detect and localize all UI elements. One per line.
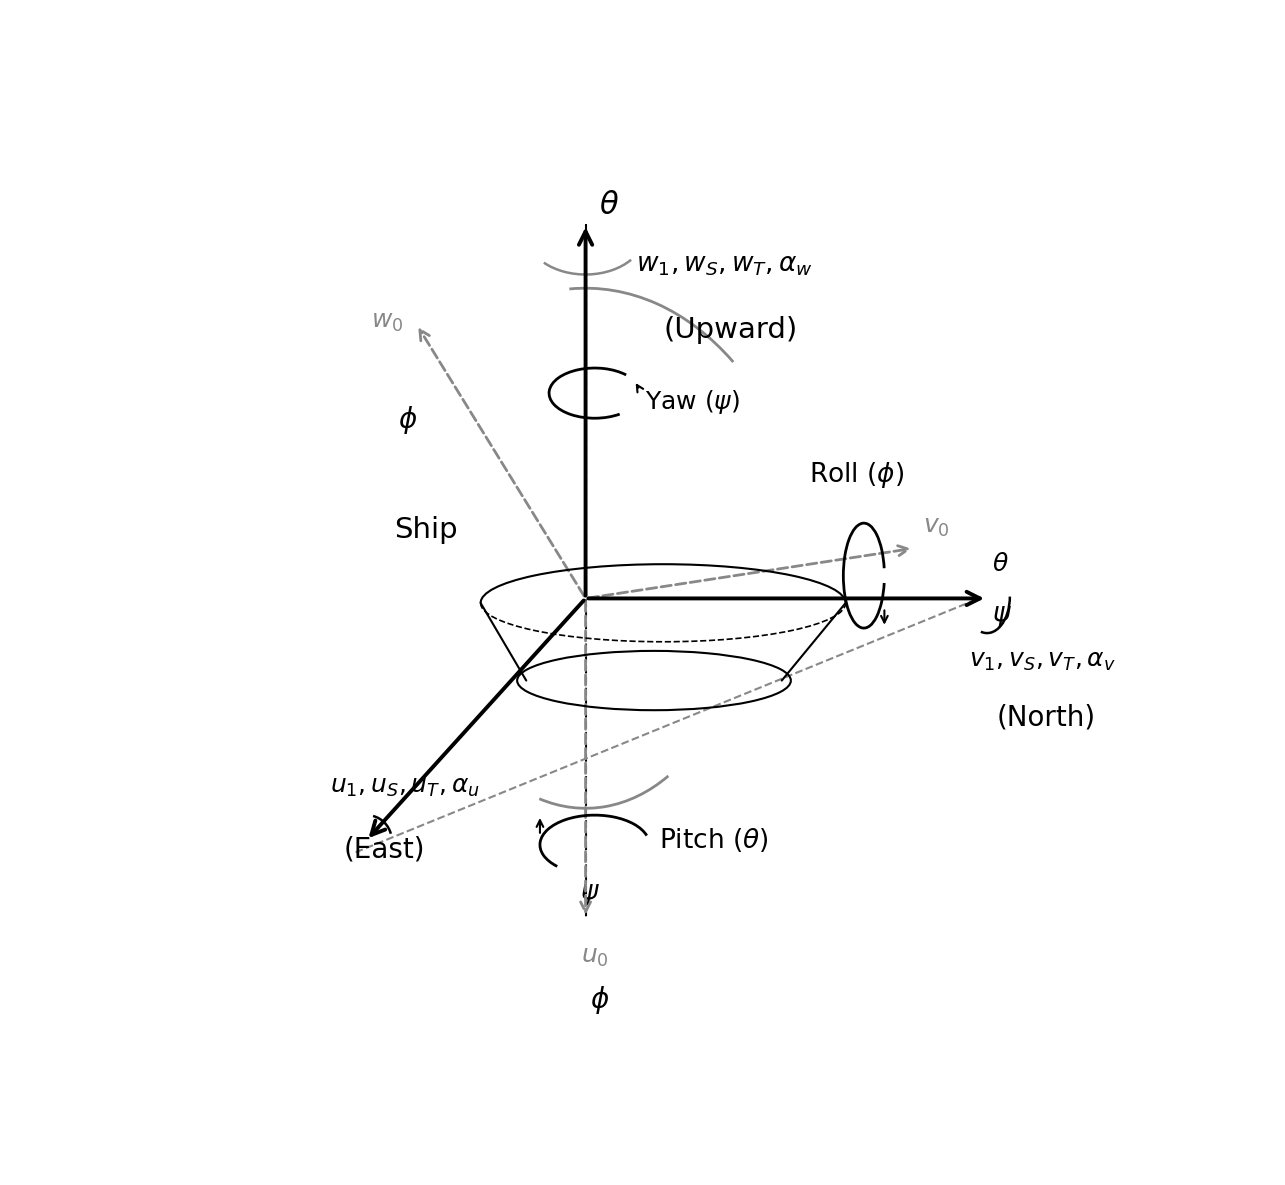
Text: (North): (North) — [996, 704, 1095, 731]
Text: $\phi$: $\phi$ — [590, 984, 609, 1016]
Text: $v_1, v_S, v_T, \alpha_v$: $v_1, v_S, v_T, \alpha_v$ — [969, 648, 1115, 673]
Text: Roll $(\phi)$: Roll $(\phi)$ — [810, 460, 905, 491]
Text: $u_0$: $u_0$ — [581, 946, 609, 969]
Text: $w_1, w_S, w_T, \alpha_w$: $w_1, w_S, w_T, \alpha_w$ — [636, 251, 812, 277]
Text: $w_0$: $w_0$ — [371, 309, 403, 334]
Text: $\theta$: $\theta$ — [992, 551, 1009, 576]
Text: $\theta$: $\theta$ — [599, 191, 619, 219]
Text: Ship: Ship — [394, 515, 457, 544]
Text: Yaw $(\psi)$: Yaw $(\psi)$ — [645, 389, 740, 416]
Text: $\phi$: $\phi$ — [398, 404, 418, 436]
Text: $u_1, u_S, u_T, \alpha_u$: $u_1, u_S, u_T, \alpha_u$ — [330, 775, 479, 799]
Text: (Upward): (Upward) — [663, 315, 798, 344]
Text: Pitch $(\theta)$: Pitch $(\theta)$ — [659, 826, 768, 854]
Text: $v_0$: $v_0$ — [923, 515, 950, 539]
Text: $\psi$: $\psi$ — [581, 882, 600, 908]
Text: $\psi$: $\psi$ — [992, 603, 1011, 629]
Text: (East): (East) — [344, 835, 425, 864]
